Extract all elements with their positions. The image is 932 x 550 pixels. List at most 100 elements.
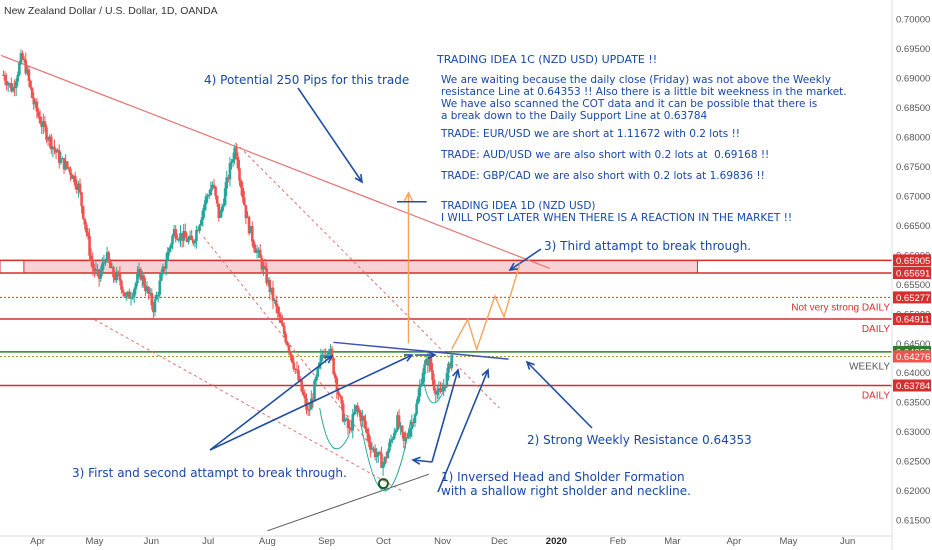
candle-body <box>295 369 299 371</box>
candle-body <box>72 175 75 180</box>
arrow-hns-right <box>437 369 489 493</box>
candle-body <box>402 432 406 442</box>
candle-body <box>434 390 438 395</box>
time-tick: 2020 <box>546 536 567 547</box>
price-label: 0.63784 <box>896 381 930 392</box>
candle-body <box>14 81 18 89</box>
candle-body <box>169 244 173 249</box>
candle-body <box>400 425 404 433</box>
candle-body <box>118 273 122 281</box>
candle-body <box>241 187 245 198</box>
level-label-0.64911: DAILY <box>862 324 890 335</box>
candle-body <box>32 97 36 105</box>
head-low-marker <box>377 478 389 490</box>
candle-body <box>94 269 98 272</box>
time-tick: Jun <box>144 536 159 547</box>
candle-body <box>215 195 219 204</box>
price-tick: 0.69000 <box>896 73 930 84</box>
price-tick: 0.68000 <box>896 132 930 143</box>
candle-body <box>80 192 83 207</box>
candle-body <box>341 403 345 422</box>
candle-body <box>51 146 55 150</box>
candle-body <box>160 273 163 281</box>
candle-body <box>378 451 382 454</box>
candle-body <box>389 440 393 443</box>
candle-body <box>447 363 450 373</box>
candle-body <box>201 210 205 221</box>
candle-body <box>278 313 281 317</box>
candle-body <box>416 396 420 404</box>
time-tick: May <box>779 536 797 547</box>
candle-body <box>195 229 198 241</box>
candle-body <box>140 275 144 280</box>
price-tick: 0.66500 <box>896 221 930 232</box>
candle-body <box>156 294 160 296</box>
price-label-bg <box>893 254 931 267</box>
candle-body <box>126 291 130 296</box>
candle-body <box>250 226 254 242</box>
candle-body <box>29 80 32 88</box>
candle-body <box>394 430 398 433</box>
candle-body <box>152 305 155 313</box>
candle-body <box>365 428 369 434</box>
candle-body <box>297 370 300 381</box>
candle-body <box>104 261 107 263</box>
candle-body <box>324 355 327 358</box>
candle-body <box>171 235 174 245</box>
candle-body <box>372 448 375 450</box>
candle-body <box>147 286 150 294</box>
time-tick: Jul <box>202 536 214 547</box>
price-tick: 0.67000 <box>896 191 930 202</box>
arrow-third-attempt-head <box>508 262 519 272</box>
candle-body <box>375 455 379 458</box>
candle-body <box>392 432 396 439</box>
candle-body <box>260 257 264 270</box>
candle-body <box>185 237 189 242</box>
candle-body <box>313 381 316 400</box>
candle-body <box>97 269 101 279</box>
price-tick: 0.67500 <box>896 162 930 173</box>
candle-body <box>22 59 26 61</box>
candles <box>2 49 453 476</box>
candle-body <box>236 156 240 169</box>
time-tick: Mar <box>664 536 680 547</box>
level-label-0.65277: Not very strong DAILY <box>791 302 890 313</box>
note-trade-audusd: TRADE: AUD/USD we are also short with 0.… <box>441 149 770 161</box>
candle-body <box>340 396 343 404</box>
candle-body <box>274 300 278 307</box>
candle-body <box>397 415 401 428</box>
annotation-potential: 4) Potential 250 Pips for this trade <box>204 73 410 87</box>
candle-body <box>129 297 133 299</box>
time-tick: Jun <box>840 536 855 547</box>
candle-body <box>85 224 88 233</box>
time-tick: May <box>85 536 103 547</box>
price-tick: 0.62500 <box>896 457 930 468</box>
candle-body <box>46 139 50 141</box>
price-tick: 0.64500 <box>896 339 930 350</box>
candle-body <box>161 266 165 274</box>
candle-body <box>359 412 363 421</box>
neckline <box>333 341 509 360</box>
candle-body <box>429 356 433 371</box>
candle-body <box>302 391 305 395</box>
arrow-potential-head <box>354 173 364 184</box>
price-tick: 0.65500 <box>896 280 930 291</box>
candle-body <box>442 386 446 391</box>
candle-body <box>78 183 82 193</box>
candle-body <box>223 188 227 206</box>
candle-body <box>206 195 209 197</box>
candle-body <box>45 127 48 140</box>
candle-body <box>448 363 452 368</box>
candle-body <box>131 296 134 298</box>
candle-body <box>361 416 364 421</box>
candle-body <box>18 62 21 75</box>
candle-body <box>306 409 310 411</box>
candle-body <box>123 292 126 297</box>
candle-body <box>139 269 142 280</box>
time-tick: Nov <box>434 536 451 547</box>
candle-body <box>26 69 29 74</box>
time-tick: Sep <box>318 536 335 547</box>
candle-body <box>190 235 193 241</box>
candle-body <box>436 391 439 395</box>
